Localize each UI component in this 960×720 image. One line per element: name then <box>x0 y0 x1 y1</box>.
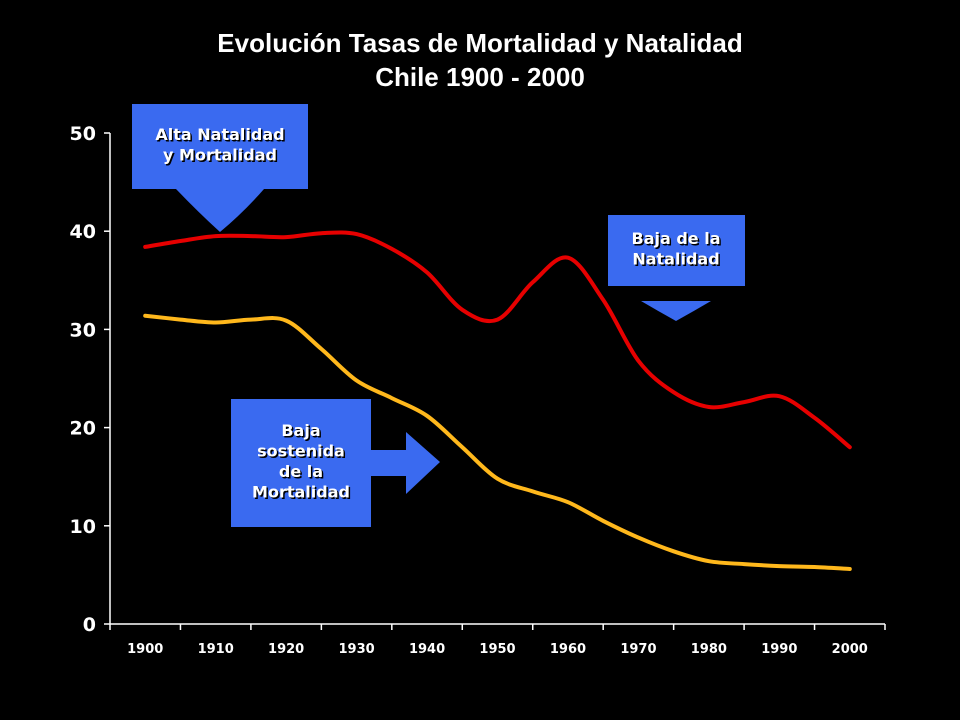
callout-text-shadow: Baja <box>283 423 322 442</box>
callout-text: Baja <box>281 421 320 440</box>
x-tick-label: 1970 <box>620 642 656 657</box>
callout-box <box>608 215 745 286</box>
x-tick-label: 1960 <box>550 642 586 657</box>
callout-box <box>132 104 308 189</box>
callout-text-shadow: Natalidad <box>634 251 721 270</box>
arrow-down-icon <box>176 189 264 232</box>
callout-text-shadow: Alta Natalidad <box>157 127 286 146</box>
chart-title: Evolución Tasas de Mortalidad y Natalida… <box>217 28 742 58</box>
x-tick-label: 1920 <box>268 642 304 657</box>
arrow-right-icon <box>371 432 440 494</box>
y-tick-label: 50 <box>70 123 96 145</box>
callout-text-shadow: Baja de la <box>633 231 722 250</box>
callout-text-shadow: y Mortalidad <box>165 147 279 166</box>
callout-text: Mortalidad <box>252 483 350 502</box>
series-group <box>143 230 852 571</box>
callout-text: Natalidad <box>632 250 719 269</box>
x-tick-label: 1900 <box>127 642 163 657</box>
natalidad-series-line <box>143 230 852 450</box>
x-tick-label: 1940 <box>409 642 445 657</box>
callout-text: y Mortalidad <box>163 146 277 165</box>
callout-text-shadow: de la <box>280 464 324 483</box>
x-tick-label: 1950 <box>479 642 515 657</box>
y-tick-label: 10 <box>70 516 96 538</box>
x-tick-label: 1930 <box>338 642 374 657</box>
arrow-down-icon <box>641 301 711 321</box>
callout-text: Baja de la <box>632 229 721 248</box>
y-tick-label: 0 <box>83 614 96 636</box>
x-tick-label: 1990 <box>761 642 797 657</box>
x-tick-label: 1980 <box>691 642 727 657</box>
chart-subtitle: Chile 1900 - 2000 <box>375 62 585 92</box>
x-tick-label: 2000 <box>832 642 868 657</box>
callout-text-shadow: sostenida <box>259 443 347 462</box>
y-tick-label: 30 <box>70 319 96 341</box>
callout-text: Alta Natalidad <box>155 125 284 144</box>
mortalidad-series-line <box>143 313 852 571</box>
callout-text: de la <box>279 462 323 481</box>
y-tick-label: 40 <box>70 221 96 243</box>
callout-box <box>231 399 371 527</box>
callout-text-shadow: Mortalidad <box>254 484 352 503</box>
y-tick-label: 20 <box>70 418 96 440</box>
callout-text: sostenida <box>257 442 345 461</box>
axes: 0 10 20 30 40 50 1900 1910 1920 1930 1940 1950 1960 1… <box>70 123 886 657</box>
x-tick-label: 1910 <box>198 642 234 657</box>
